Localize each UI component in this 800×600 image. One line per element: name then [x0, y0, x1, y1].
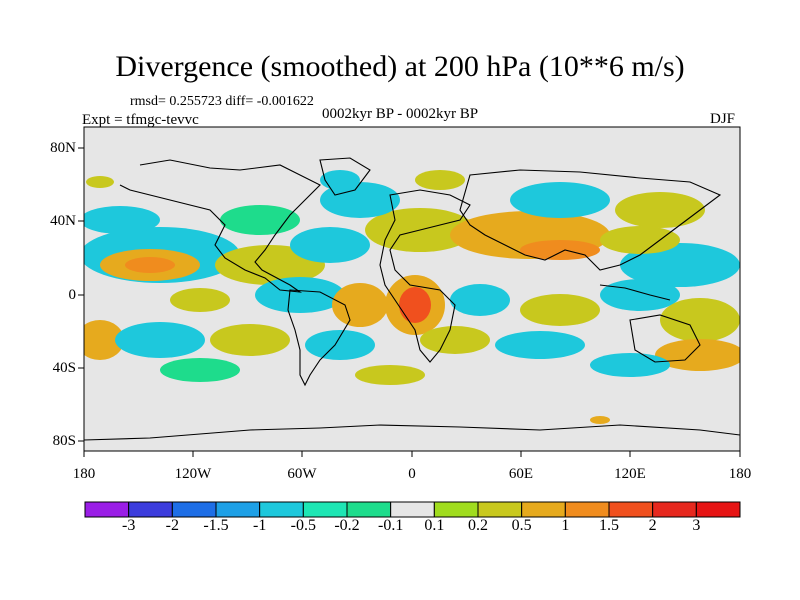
field-blob: [86, 176, 114, 188]
lon-label: 120E: [614, 466, 646, 482]
field-blob: [600, 279, 680, 311]
field-blob: [415, 170, 465, 190]
colorbar-label: -0.5: [290, 517, 316, 534]
field-blob: [660, 298, 740, 342]
field-blob: [450, 284, 510, 316]
colorbar-label: 0.1: [424, 517, 445, 534]
lon-label: 60W: [287, 466, 317, 482]
field-blob: [125, 257, 175, 273]
field-blob: [355, 365, 425, 385]
field-blob: [115, 322, 205, 358]
field-blob: [590, 353, 670, 377]
lat-label: 40S: [52, 360, 76, 376]
colorbar-label: -0.1: [377, 517, 404, 534]
lat-label: 80S: [52, 433, 76, 449]
lon-label: 180: [728, 466, 752, 482]
colorbar-label: 1.5: [599, 517, 619, 534]
field-blob: [84, 206, 160, 234]
season-label: DJF: [710, 111, 736, 127]
colorbar-label: -3: [121, 517, 136, 534]
stats-text: rmsd= 0.255723 diff= -0.001622: [130, 94, 314, 109]
field-blob: [332, 283, 388, 327]
lon-label: 180: [72, 466, 96, 482]
field-blob: [620, 243, 740, 287]
colorbar-label: -2: [165, 517, 179, 534]
field-blob: [495, 331, 585, 359]
field-blob: [255, 277, 345, 313]
lon-label: 0: [408, 466, 416, 482]
field-blob: [510, 182, 610, 218]
map-title: Divergence (smoothed) at 200 hPa (10**6 …: [115, 50, 685, 83]
colorbar-label: -0.2: [334, 517, 360, 534]
colorbar-label: 0.5: [511, 517, 532, 534]
field-blob: [600, 226, 680, 254]
field-blob: [420, 326, 490, 354]
field-blob: [520, 294, 600, 326]
field-blob: [84, 320, 124, 360]
lat-label: 40N: [50, 213, 76, 229]
colorbar-label: 3: [692, 517, 701, 534]
lon-label: 120W: [174, 466, 212, 482]
colorbar-label: -1.5: [203, 517, 229, 534]
field-blob: [320, 170, 360, 190]
field-blob: [399, 287, 431, 323]
field-blob: [290, 227, 370, 263]
map-ticks: [78, 147, 741, 457]
field-blob: [220, 205, 300, 235]
colorbar-label: 2: [648, 517, 657, 534]
field-blob: [160, 358, 240, 382]
colorbar-label: -1: [252, 517, 267, 534]
lon-label: 60E: [508, 466, 534, 482]
field-blob: [320, 182, 400, 218]
lat-label: 0: [68, 287, 77, 303]
divergence-field: [84, 170, 740, 424]
field-blob: [615, 192, 705, 228]
field-blob: [305, 330, 375, 360]
field-blob: [210, 324, 290, 356]
field-blob: [655, 339, 740, 371]
colorbar-label: 0.2: [468, 517, 488, 534]
coastlines: [84, 157, 740, 441]
colorbar-label: 1: [561, 517, 570, 534]
experiment-label: Expt = tfmgc-tevvc: [82, 112, 199, 128]
field-blob: [170, 288, 230, 312]
field-blob: [520, 240, 600, 260]
lat-label: 80N: [50, 140, 76, 156]
field-blob: [590, 416, 610, 424]
period-label: 0002kyr BP - 0002kyr BP: [322, 106, 479, 122]
